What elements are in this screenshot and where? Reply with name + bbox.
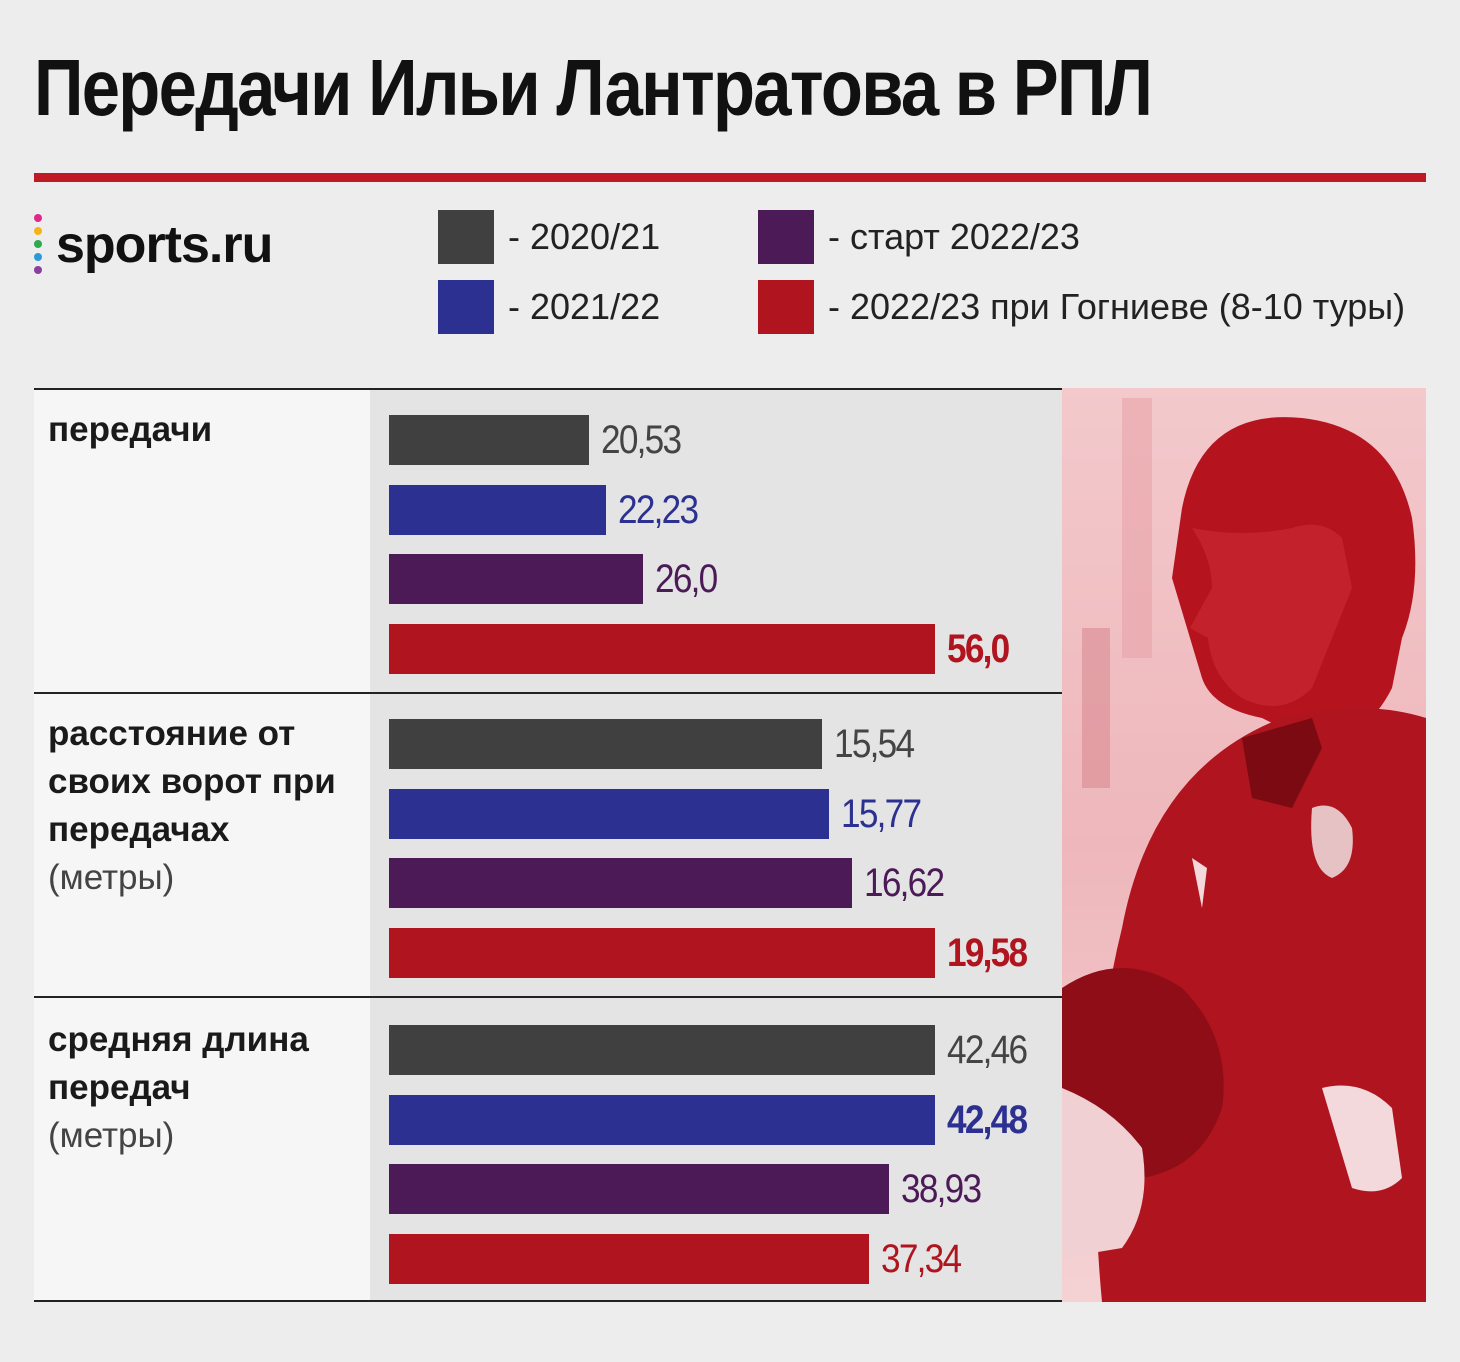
bar-value-label: 38,93 — [901, 1167, 982, 1211]
title-underline — [34, 173, 1426, 182]
legend-label: - 2020/21 — [508, 216, 661, 257]
plot-area — [370, 390, 1062, 1300]
metric-label-passes: передачи — [48, 406, 368, 454]
legend-label: - 2021/22 — [508, 286, 661, 327]
bar-value-label: 26,0 — [655, 557, 718, 601]
metric-label-avg-length: средняя длина передач (метры) — [48, 1016, 368, 1160]
bar-value-label: 37,34 — [881, 1237, 962, 1281]
legend-label: - старт 2022/23 — [828, 216, 1080, 257]
metric-label-column — [34, 390, 370, 1300]
bar-mark — [389, 1095, 935, 1145]
metric-unit: (метры) — [48, 1116, 175, 1155]
legend-swatch — [438, 210, 494, 264]
bar-mark — [389, 1234, 869, 1284]
player-photo — [1062, 388, 1426, 1302]
bar-mark — [389, 415, 589, 465]
table-bottom-rule — [34, 1300, 1062, 1302]
bar-mark — [389, 554, 643, 604]
bar-value-label: 20,53 — [601, 418, 682, 462]
metric-unit: (метры) — [48, 858, 175, 897]
bar-mark — [389, 719, 822, 769]
bar-mark — [389, 624, 935, 674]
bar-mark — [389, 789, 829, 839]
group-divider — [34, 692, 1062, 694]
metric-name: расстояние от своих ворот при передачах — [48, 714, 336, 849]
group-divider — [34, 996, 1062, 998]
bar-value-label: 22,23 — [618, 488, 699, 532]
legend-label: - 2022/23 при Гогниеве (8-10 туры) — [828, 286, 1406, 327]
bar-value-label: 42,48 — [947, 1098, 1028, 1142]
legend-swatch — [758, 210, 814, 264]
table-top-rule — [34, 388, 1062, 390]
bar-mark — [389, 1164, 889, 1214]
legend-swatch — [438, 280, 494, 334]
metric-name: передачи — [48, 410, 213, 449]
legend-swatch — [758, 280, 814, 334]
bar-value-label: 56,0 — [947, 627, 1010, 671]
bar-mark — [389, 928, 935, 978]
chart-title: Передачи Ильи Лантратова в РПЛ — [34, 43, 1153, 132]
bar-value-label: 15,77 — [841, 792, 922, 836]
bar-value-label: 19,58 — [947, 931, 1028, 975]
bar-mark — [389, 858, 852, 908]
logo-dots-icon — [34, 214, 44, 279]
metric-label-distance: расстояние от своих ворот при передачах … — [48, 710, 368, 902]
metric-name: средняя длина передач — [48, 1020, 309, 1107]
bar-mark — [389, 1025, 935, 1075]
bar-mark — [389, 485, 606, 535]
bar-value-label: 16,62 — [864, 861, 945, 905]
bar-value-label: 15,54 — [834, 722, 915, 766]
bar-value-label: 42,46 — [947, 1028, 1028, 1072]
logo-text: sports.ru — [56, 216, 273, 274]
